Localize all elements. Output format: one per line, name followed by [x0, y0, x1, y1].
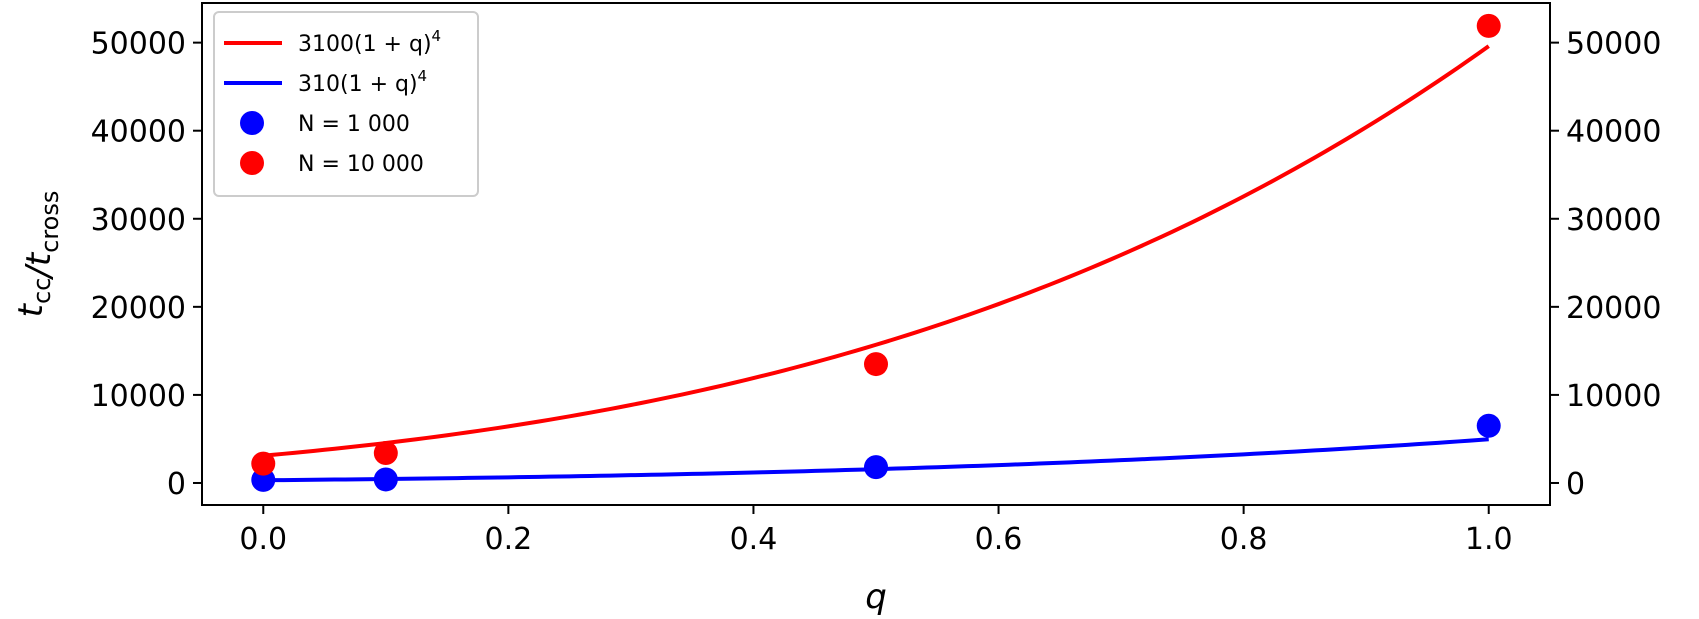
- y-tick-label-right: 0: [1566, 467, 1585, 502]
- x-tick-label: 0.2: [485, 522, 533, 557]
- y-tick-label-left: 40000: [91, 115, 186, 150]
- x-tick-label: 0.4: [730, 522, 778, 557]
- data-point: [1476, 413, 1501, 438]
- x-tick-label: 0.6: [975, 522, 1023, 557]
- legend-label: 3100(1 + q)4: [298, 27, 441, 57]
- y-tick-label-left: 30000: [91, 203, 186, 238]
- legend-label: N = 1 000: [298, 112, 410, 137]
- legend-marker-swatch: [240, 111, 264, 135]
- legend-label: 310(1 + q)4: [298, 67, 427, 97]
- legend-label: N = 10 000: [298, 152, 424, 177]
- series-line: [263, 44, 1490, 458]
- y-axis-label: tcc/tcross: [11, 191, 64, 318]
- plot-points: [251, 13, 1501, 492]
- y-tick-label-right: 40000: [1566, 115, 1661, 150]
- data-point: [251, 451, 276, 476]
- ticks: 0.0 0.2 0.4 0.6 0.8 1.0 0 0 10000 10000 20000 20000…: [91, 27, 1662, 557]
- data-point: [864, 352, 888, 377]
- y-tick-label-left: 0: [167, 467, 186, 502]
- legend-box: [213, 11, 479, 197]
- data-point: [1476, 13, 1501, 38]
- x-tick-label: 0.8: [1220, 522, 1268, 557]
- y-tick-label-right: 10000: [1566, 379, 1661, 414]
- x-tick-label: 0.0: [239, 522, 287, 557]
- y-tick-label-right: 30000: [1566, 203, 1661, 238]
- y-tick-label-left: 10000: [91, 379, 186, 414]
- y-tick-label-right: 50000: [1566, 27, 1661, 62]
- plot-frame: [201, 2, 1551, 506]
- y-tick-label-left: 20000: [91, 291, 186, 326]
- legend: 3100(1 + q)4 310(1 + q)4 N = 1 000 N = 10 0…: [213, 11, 479, 197]
- data-point: [373, 467, 398, 492]
- legend-marker-swatch: [240, 151, 264, 175]
- data-point: [864, 455, 888, 480]
- y-tick-label-right: 20000: [1566, 291, 1661, 326]
- data-point: [373, 441, 398, 466]
- x-axis-label: q: [865, 577, 887, 617]
- y-tick-label-left: 50000: [91, 27, 186, 62]
- x-tick-label: 1.0: [1465, 522, 1513, 557]
